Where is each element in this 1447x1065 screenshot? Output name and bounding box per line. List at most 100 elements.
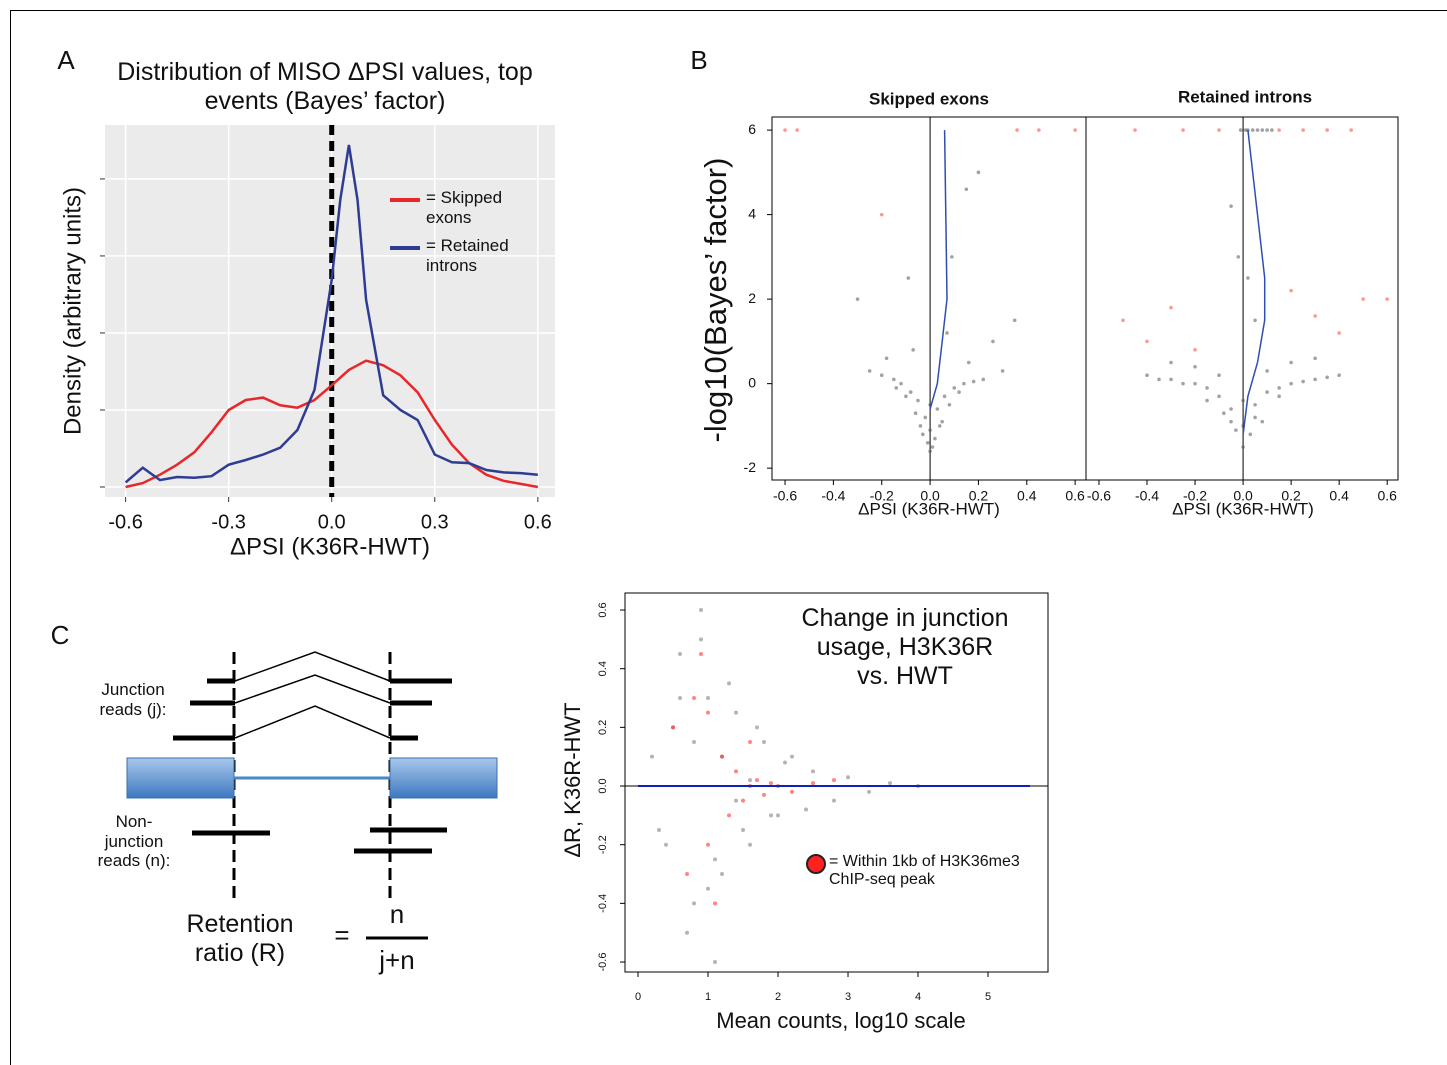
- point: [1181, 381, 1185, 386]
- point: [867, 789, 872, 794]
- point: [1260, 419, 1265, 424]
- y-tick-label: 0.4: [597, 661, 609, 676]
- x-axis-label: Mean counts, log10 scale: [716, 1008, 966, 1033]
- y-axis-label: ΔR, K36R-HWT: [560, 702, 585, 857]
- point: [1169, 360, 1173, 365]
- point: [748, 842, 753, 847]
- point: [769, 813, 774, 818]
- point: [1229, 419, 1233, 424]
- point: [976, 170, 981, 175]
- equals-sign: =: [334, 920, 349, 950]
- point: [1217, 128, 1221, 132]
- point: [1205, 386, 1209, 390]
- x-tick-label: -0.4: [821, 488, 845, 504]
- point: [911, 348, 915, 352]
- point: [957, 390, 961, 394]
- point: [678, 696, 683, 701]
- point: [1260, 128, 1265, 132]
- point: [1234, 428, 1238, 432]
- line: [124, 144, 538, 484]
- point: [795, 128, 799, 132]
- x-tick-label: -0.4: [1135, 488, 1159, 504]
- y-tick-label: 6: [748, 121, 756, 137]
- point: [734, 769, 739, 774]
- point: [923, 415, 928, 420]
- point: [671, 725, 676, 730]
- y-tick-label: -0.6: [597, 953, 609, 972]
- point: [755, 725, 760, 730]
- point: [1145, 339, 1149, 344]
- point: [832, 798, 837, 803]
- point: [734, 798, 739, 803]
- point: [1265, 128, 1269, 132]
- point: [713, 857, 718, 862]
- point: [1000, 369, 1005, 373]
- x-tick-label: -0.6: [108, 511, 142, 533]
- point: [925, 441, 930, 445]
- point: [991, 339, 995, 344]
- point: [1277, 128, 1281, 132]
- panel-label: B: [690, 45, 707, 75]
- point: [1217, 373, 1221, 377]
- point: [1217, 394, 1221, 399]
- point: [699, 652, 704, 657]
- plot-frame: [624, 592, 1049, 973]
- point: [741, 798, 746, 803]
- point: [1193, 381, 1197, 386]
- chart-title: Distribution of MISO ΔPSI values, top ev…: [117, 58, 533, 115]
- legend-swatch: [806, 854, 826, 874]
- point: [706, 842, 711, 847]
- exon: [389, 757, 498, 799]
- point: [1313, 377, 1317, 382]
- point: [804, 807, 809, 812]
- point: [1193, 364, 1197, 369]
- point: [741, 828, 746, 833]
- junction-link: [234, 674, 391, 704]
- point: [706, 710, 711, 715]
- legend-label: = Skipped exons: [426, 188, 503, 227]
- point: [790, 789, 795, 794]
- point: [1325, 375, 1329, 380]
- legend-label: = Retained introns: [426, 236, 509, 275]
- point: [1241, 398, 1245, 403]
- y-tick-label: -0.2: [597, 835, 609, 854]
- point: [713, 901, 718, 906]
- point: [1313, 356, 1317, 361]
- x-tick-label: 3: [845, 991, 851, 1003]
- point: [650, 754, 655, 759]
- point: [727, 813, 732, 818]
- y-tick-label: 0.0: [597, 778, 609, 793]
- point: [1253, 415, 1257, 420]
- point: [762, 792, 767, 797]
- y-tick-label: 4: [748, 205, 756, 221]
- point: [918, 424, 923, 428]
- point: [685, 930, 690, 935]
- denominator: j+n: [378, 945, 414, 975]
- point: [664, 842, 669, 847]
- point: [899, 381, 903, 386]
- point: [762, 740, 767, 745]
- point: [1222, 411, 1226, 416]
- point: [1289, 360, 1293, 365]
- y-tick-label: 2: [748, 290, 756, 306]
- point: [962, 381, 966, 386]
- diagram-label: Non-junction reads (n):: [97, 812, 171, 871]
- x-tick-label: 2: [775, 991, 781, 1003]
- point: [908, 390, 913, 394]
- point: [928, 428, 932, 432]
- point: [1145, 373, 1149, 377]
- x-tick-label: 4: [915, 991, 921, 1003]
- point: [947, 402, 952, 407]
- exon: [126, 757, 235, 799]
- point: [811, 781, 816, 786]
- plot-frame: [1085, 116, 1399, 481]
- x-tick-label: 5: [985, 991, 991, 1003]
- point: [888, 781, 893, 786]
- point: [783, 128, 787, 132]
- x-tick-label: 0.2: [969, 488, 989, 504]
- point: [657, 828, 662, 833]
- point: [1253, 318, 1257, 323]
- chart-title: Skipped exons: [869, 89, 989, 108]
- point: [748, 778, 753, 783]
- point: [685, 872, 690, 877]
